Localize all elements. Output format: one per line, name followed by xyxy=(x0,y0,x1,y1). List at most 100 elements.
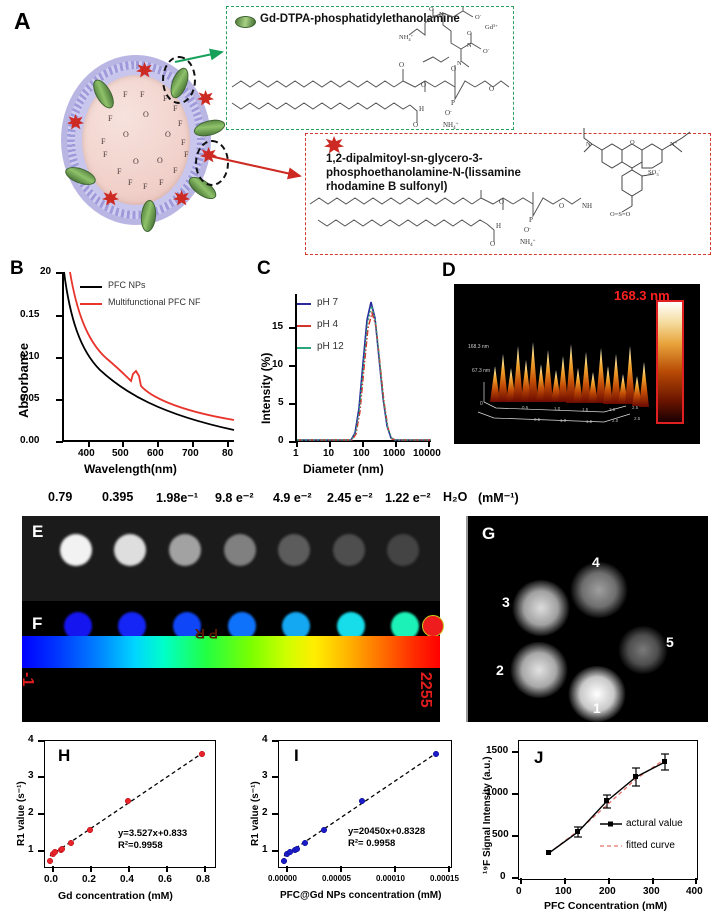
panel-i-ytick-3: 4 xyxy=(262,734,268,745)
pseudocolor-well xyxy=(282,612,310,640)
svg-text:67.3 nm: 67.3 nm xyxy=(472,368,490,374)
rhodamine-title-line1: 1,2-dipalmitoyl-sn-glycero-3- xyxy=(326,153,483,165)
svg-text:0: 0 xyxy=(480,401,483,407)
rhodamine-lipid-box: 1,2-dipalmitoyl-sn-glycero-3- phosphoeth… xyxy=(305,128,711,255)
callout-circle-rhodamine xyxy=(195,140,229,186)
gd-dtpa-structure: O O O O P H O- NH4+ O xyxy=(231,56,510,129)
svg-text:O: O xyxy=(630,139,635,146)
panel-j: J 1500 1000 500 0 0 100 200 300 400 PFC … xyxy=(470,728,712,916)
panel-c-legend-label-0: pH 7 xyxy=(317,297,339,308)
panel-b-y-axis xyxy=(62,272,64,442)
afm-surface: 168.3 nm 67.3 nm 0 0.5 1.0 1.5 2.0 2.5 0.5… xyxy=(468,342,649,424)
panel-c-ytick-3: 15 xyxy=(272,321,284,332)
panel-i-ytick-1: 2 xyxy=(262,807,268,818)
panel-i-equation: y=20450x+0.8328 xyxy=(348,826,426,837)
mri-well xyxy=(224,534,256,566)
svg-text:1.0: 1.0 xyxy=(560,418,567,423)
panel-h-ytick-3: 4 xyxy=(28,734,34,745)
panel-c: C 0 5 10 15 1 10 100 1000 10000 Diameter… xyxy=(245,258,441,486)
panel-d-label: D xyxy=(442,260,456,281)
panel-j-xtick-2: 200 xyxy=(599,886,616,897)
tube-number-4: 4 xyxy=(592,554,600,570)
panel-j-xtick-4: 400 xyxy=(686,886,703,897)
panel-b-xtick-3: 700 xyxy=(182,448,199,459)
panel-c-xtick-3: 1000 xyxy=(383,448,406,459)
svg-text:2.5: 2.5 xyxy=(634,416,641,421)
panel-h-xtick-2: 0.4 xyxy=(120,874,134,885)
panel-h-equation: y=3.527x+0.833 xyxy=(118,828,188,839)
panel-g-label: G xyxy=(482,524,496,543)
panel-c-xtick-2: 100 xyxy=(353,448,370,459)
svg-text:NH4+: NH4+ xyxy=(520,238,536,248)
panel-c-legend-label-2: pH 12 xyxy=(317,341,344,352)
svg-text:O: O xyxy=(459,7,464,9)
svg-text:O: O xyxy=(477,190,482,192)
conc-label-6: 1.22 e⁻² xyxy=(385,491,431,505)
conc-label-7: H₂O xyxy=(443,490,468,504)
panel-h-ytick-0: 1 xyxy=(28,844,34,855)
panel-i-data xyxy=(280,750,440,865)
panel-e-label: E xyxy=(32,522,44,541)
rhodamine-title-line3: rhodamine B sulfonyl) xyxy=(326,181,448,193)
svg-text:N: N xyxy=(467,42,472,49)
panel-i-plot-frame xyxy=(278,740,452,868)
panel-j-ytick-3: 1500 xyxy=(486,745,509,756)
dtpa-head-structure: O O N O- NH4+ Gd3+ N O O- N xyxy=(399,7,498,68)
svg-text:Gd3+: Gd3+ xyxy=(485,23,498,31)
panel-b-xlabel: Wavelength(nm) xyxy=(84,462,177,476)
panel-i-ytick-0: 1 xyxy=(262,844,268,855)
panel-b-x-axis xyxy=(62,440,234,442)
svg-text:O: O xyxy=(559,202,564,210)
colorbar-min-label: -1 xyxy=(19,672,36,687)
pseudocolor-well xyxy=(64,612,92,640)
panel-j-legend-label-1: fitted curve xyxy=(626,840,675,851)
tube-number-2: 2 xyxy=(496,662,504,678)
svg-text:O: O xyxy=(490,240,495,248)
panel-j-ytick-1: 500 xyxy=(492,829,509,840)
panel-h-ytick-1: 2 xyxy=(28,807,34,818)
panel-b-xtick-2: 600 xyxy=(147,448,164,459)
tube-number-1: 1 xyxy=(593,700,601,716)
f19-tube xyxy=(568,666,626,722)
panel-b-legend-swatch-1 xyxy=(80,303,102,305)
panel-j-plot-frame xyxy=(518,740,698,880)
mri-well xyxy=(169,534,201,566)
svg-text:0.5: 0.5 xyxy=(534,417,541,422)
svg-text:1.5: 1.5 xyxy=(582,407,589,412)
panel-h-xtick-1: 0.2 xyxy=(82,874,96,885)
panel-h-plot-frame xyxy=(44,740,216,868)
svg-text:O=S=O: O=S=O xyxy=(610,211,631,218)
svg-text:P: P xyxy=(529,216,533,224)
conc-label-0: 0.79 xyxy=(48,490,73,504)
panel-j-legend-label-0: actural value xyxy=(626,818,683,829)
pseudocolor-well xyxy=(391,612,419,640)
svg-text:O: O xyxy=(413,121,418,129)
panel-b-ytick-0: 0.00 xyxy=(20,435,40,446)
panel-a-label: A xyxy=(14,8,31,34)
panel-d: D xyxy=(436,258,712,486)
concentration-label-row: 0.79 0.395 1.98e⁻¹ 9.8 e⁻² 4.9 e⁻² 2.45 … xyxy=(0,490,712,512)
panel-h-xtick-4: 0.8 xyxy=(196,874,210,885)
conc-label-2: 1.98e⁻¹ xyxy=(156,491,199,505)
panel-j-xtick-0: 0 xyxy=(516,886,522,897)
svg-text:O: O xyxy=(429,7,434,13)
panel-i: I 4 3 2 1 0.00000 0.00005 0.00010 0.0001… xyxy=(232,728,464,916)
mri-well xyxy=(60,534,92,566)
pseudocolor-well xyxy=(118,612,146,640)
svg-text:2.5: 2.5 xyxy=(632,405,639,410)
mri-well xyxy=(387,534,419,566)
panel-b-ytick-3: 0.15 xyxy=(20,309,40,320)
svg-text:NH4+: NH4+ xyxy=(399,33,414,42)
panel-j-ytick-2: 1000 xyxy=(486,787,509,798)
panel-b: B 0.00 0.05 0.10 0.15 20 400 500 600 700… xyxy=(0,258,240,486)
conc-units: (mM⁻¹) xyxy=(478,491,519,505)
f19-tube xyxy=(570,562,628,618)
panel-b-curves xyxy=(63,271,235,431)
panel-h-annotation: y=3.527x+0.833 R²=0.9958 xyxy=(118,828,187,853)
svg-text:SO3-: SO3- xyxy=(648,168,661,177)
panel-b-ytick-1: 0.05 xyxy=(20,393,40,404)
panel-b-legend-label-0: PFC NPs xyxy=(108,280,146,290)
panel-c-label: C xyxy=(257,258,271,279)
colorbar-center-text: P R xyxy=(194,626,218,642)
panel-j-data xyxy=(546,753,669,855)
